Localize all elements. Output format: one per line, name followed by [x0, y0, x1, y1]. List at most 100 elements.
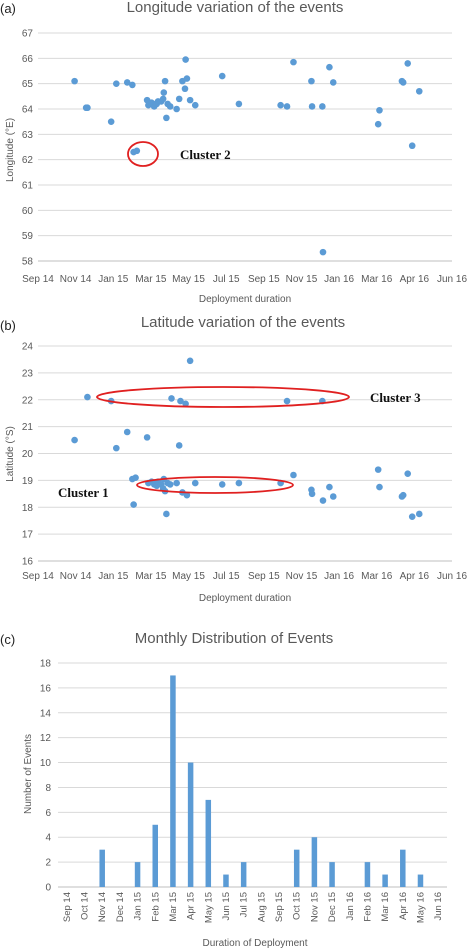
y-tick-label: 65	[22, 79, 34, 90]
data-point	[399, 491, 407, 499]
x-tick-label: Sep 14	[22, 571, 54, 582]
x-tick-label: Nov 15	[309, 892, 320, 922]
x-tick-label: Sep 15	[274, 892, 285, 922]
bar	[99, 849, 105, 887]
y-tick-label: 67	[22, 29, 34, 40]
bar	[417, 874, 424, 887]
bar	[400, 849, 406, 887]
data-point	[218, 481, 226, 488]
x-tick-label: Jan 16	[324, 571, 354, 582]
data-point	[191, 101, 199, 109]
y-tick-label: 64	[22, 105, 34, 116]
data-point	[404, 60, 412, 67]
data-point	[163, 114, 170, 122]
x-tick-label: Nov 14	[97, 892, 108, 922]
y-tick-label: 18	[40, 659, 52, 670]
bar	[134, 862, 141, 887]
data-point	[177, 397, 184, 405]
y-tick-label: 12	[40, 733, 52, 744]
chart-title-c: Monthly Distribution of Events	[135, 630, 333, 647]
y-tick-label: 21	[22, 422, 34, 433]
y-axis-label-b: Latitude (°S)	[5, 426, 16, 482]
x-tick-label: May 15	[203, 892, 214, 923]
x-tick-label: Mar 15	[135, 274, 167, 285]
longitude-scatter-chart: (a) Longitude variation of the events Lo…	[0, 0, 467, 305]
x-tick-label: Jun 16	[437, 571, 467, 582]
latitude-scatter-chart: (b) Latitude variation of the events Lat…	[0, 314, 467, 604]
data-point	[143, 434, 151, 441]
points-b	[71, 357, 423, 520]
data-point	[84, 104, 91, 112]
y-tick-label: 60	[22, 206, 34, 217]
data-point	[374, 120, 382, 128]
cluster-2-ellipse	[127, 141, 159, 167]
bar	[187, 762, 194, 887]
data-point	[181, 85, 189, 93]
panel-label-b: (b)	[0, 318, 16, 333]
x-tick-label: Mar 15	[168, 892, 179, 922]
data-point	[308, 490, 316, 498]
x-axis-label-a: Deployment duration	[199, 294, 291, 305]
x-tick-label: Jul 15	[213, 571, 240, 582]
y-ticks-c: 0 2 4 6 8 10 12 14 16 18	[40, 659, 52, 894]
x-tick-label: Mar 15	[135, 571, 167, 582]
data-point	[326, 63, 333, 71]
x-ticks-b: Sep 14 Nov 14 Jan 15 Mar 15 May 15 Jul 15 Sep …	[22, 571, 467, 582]
cluster-2-label: Cluster 2	[180, 147, 231, 162]
x-tick-label: Feb 16	[362, 892, 373, 922]
y-tick-label: 16	[40, 683, 52, 694]
y-tick-label: 22	[22, 395, 34, 406]
cluster-3-label: Cluster 3	[370, 390, 421, 405]
data-point	[133, 147, 141, 155]
data-point	[163, 510, 170, 518]
x-tick-label: Nov 14	[60, 571, 92, 582]
y-ticks-b: 16 17 18 19 20 21 22 23 24	[22, 342, 34, 568]
data-point	[175, 442, 183, 449]
grid-b	[38, 345, 452, 562]
bar	[293, 849, 300, 887]
bar	[170, 675, 176, 887]
y-axis-label-a: Longitude (°E)	[5, 118, 16, 182]
data-point	[235, 100, 243, 108]
y-axis-label-c: Number of Events	[23, 734, 34, 814]
y-tick-label: 0	[45, 883, 51, 894]
x-tick-label: Jul 15	[213, 274, 240, 285]
x-ticks-a: Sep 14 Nov 14 Jan 15 Mar 15 May 15 Jul 15 Sep …	[22, 274, 467, 285]
x-tick-label: May 16	[415, 892, 426, 923]
x-tick-label: Jan 15	[98, 274, 128, 285]
data-point	[277, 101, 284, 109]
data-point	[182, 56, 189, 63]
y-tick-label: 18	[22, 503, 34, 514]
data-point	[326, 483, 333, 491]
x-tick-label: Jul 15	[239, 892, 250, 917]
data-point	[186, 357, 194, 365]
y-tick-label: 23	[22, 368, 34, 379]
data-point	[235, 479, 243, 487]
data-point	[84, 393, 91, 401]
y-tick-label: 6	[45, 808, 51, 819]
x-tick-label: Mar 16	[380, 892, 391, 922]
data-point	[129, 81, 136, 89]
x-tick-label: Nov 15	[286, 274, 318, 285]
y-tick-label: 4	[45, 833, 51, 844]
bar	[329, 862, 335, 887]
bar	[240, 862, 247, 887]
data-point	[113, 444, 120, 452]
points-a	[71, 56, 423, 256]
x-tick-label: Apr 16	[400, 274, 430, 285]
data-point	[290, 471, 297, 479]
data-point	[408, 513, 416, 520]
y-tick-label: 20	[22, 449, 34, 460]
grid-a	[38, 32, 452, 262]
x-tick-label: Nov 15	[286, 571, 318, 582]
data-point	[308, 103, 316, 110]
data-point	[319, 248, 327, 256]
bar	[223, 874, 229, 887]
bar	[382, 874, 388, 887]
data-point	[415, 87, 423, 95]
data-point	[408, 142, 416, 150]
x-tick-label: Jan 15	[133, 892, 144, 921]
bar	[152, 824, 158, 887]
y-tick-label: 58	[22, 257, 34, 268]
data-point	[283, 103, 291, 110]
